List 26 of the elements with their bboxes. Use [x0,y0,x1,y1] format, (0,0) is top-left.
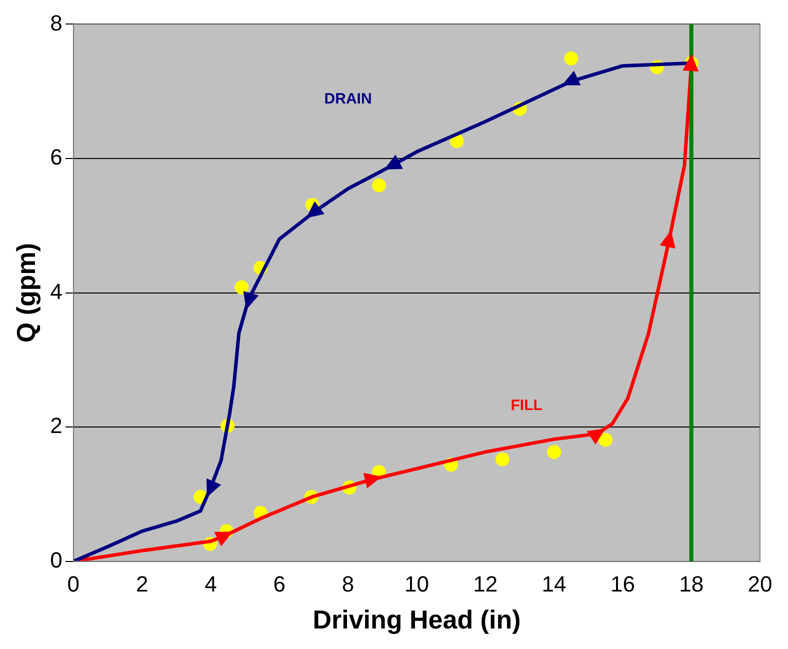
x-axis-title: Driving Head (in) [312,604,521,635]
series-label: FILL [510,396,542,414]
x-tick-label: 2 [136,572,148,597]
x-tick-label: 6 [273,572,286,597]
point [372,178,386,192]
x-tick-label: 10 [404,572,429,597]
y-tick-label: 8 [50,10,62,36]
x-tick-label: 18 [679,572,704,597]
y-tick-label: 0 [50,547,62,572]
point [496,452,510,466]
y-tick-label: 6 [50,144,62,170]
point [234,280,249,294]
x-tick-label: 0 [67,572,80,597]
x-tick-label: 14 [542,572,566,597]
y-tick-label: 2 [50,413,62,438]
y-tick-label: 4 [50,278,62,304]
point [547,444,562,459]
x-tick-label: 16 [610,572,635,597]
x-tick-label: 20 [748,572,772,597]
point [598,432,613,447]
text: DRAIN [324,90,372,108]
x-tick-label: 4 [204,572,217,597]
y-axis-title: Q (gpm) [10,242,41,343]
x-tick-label: 12 [473,572,498,597]
point [564,51,578,66]
x-tick-label: 8 [342,572,354,597]
